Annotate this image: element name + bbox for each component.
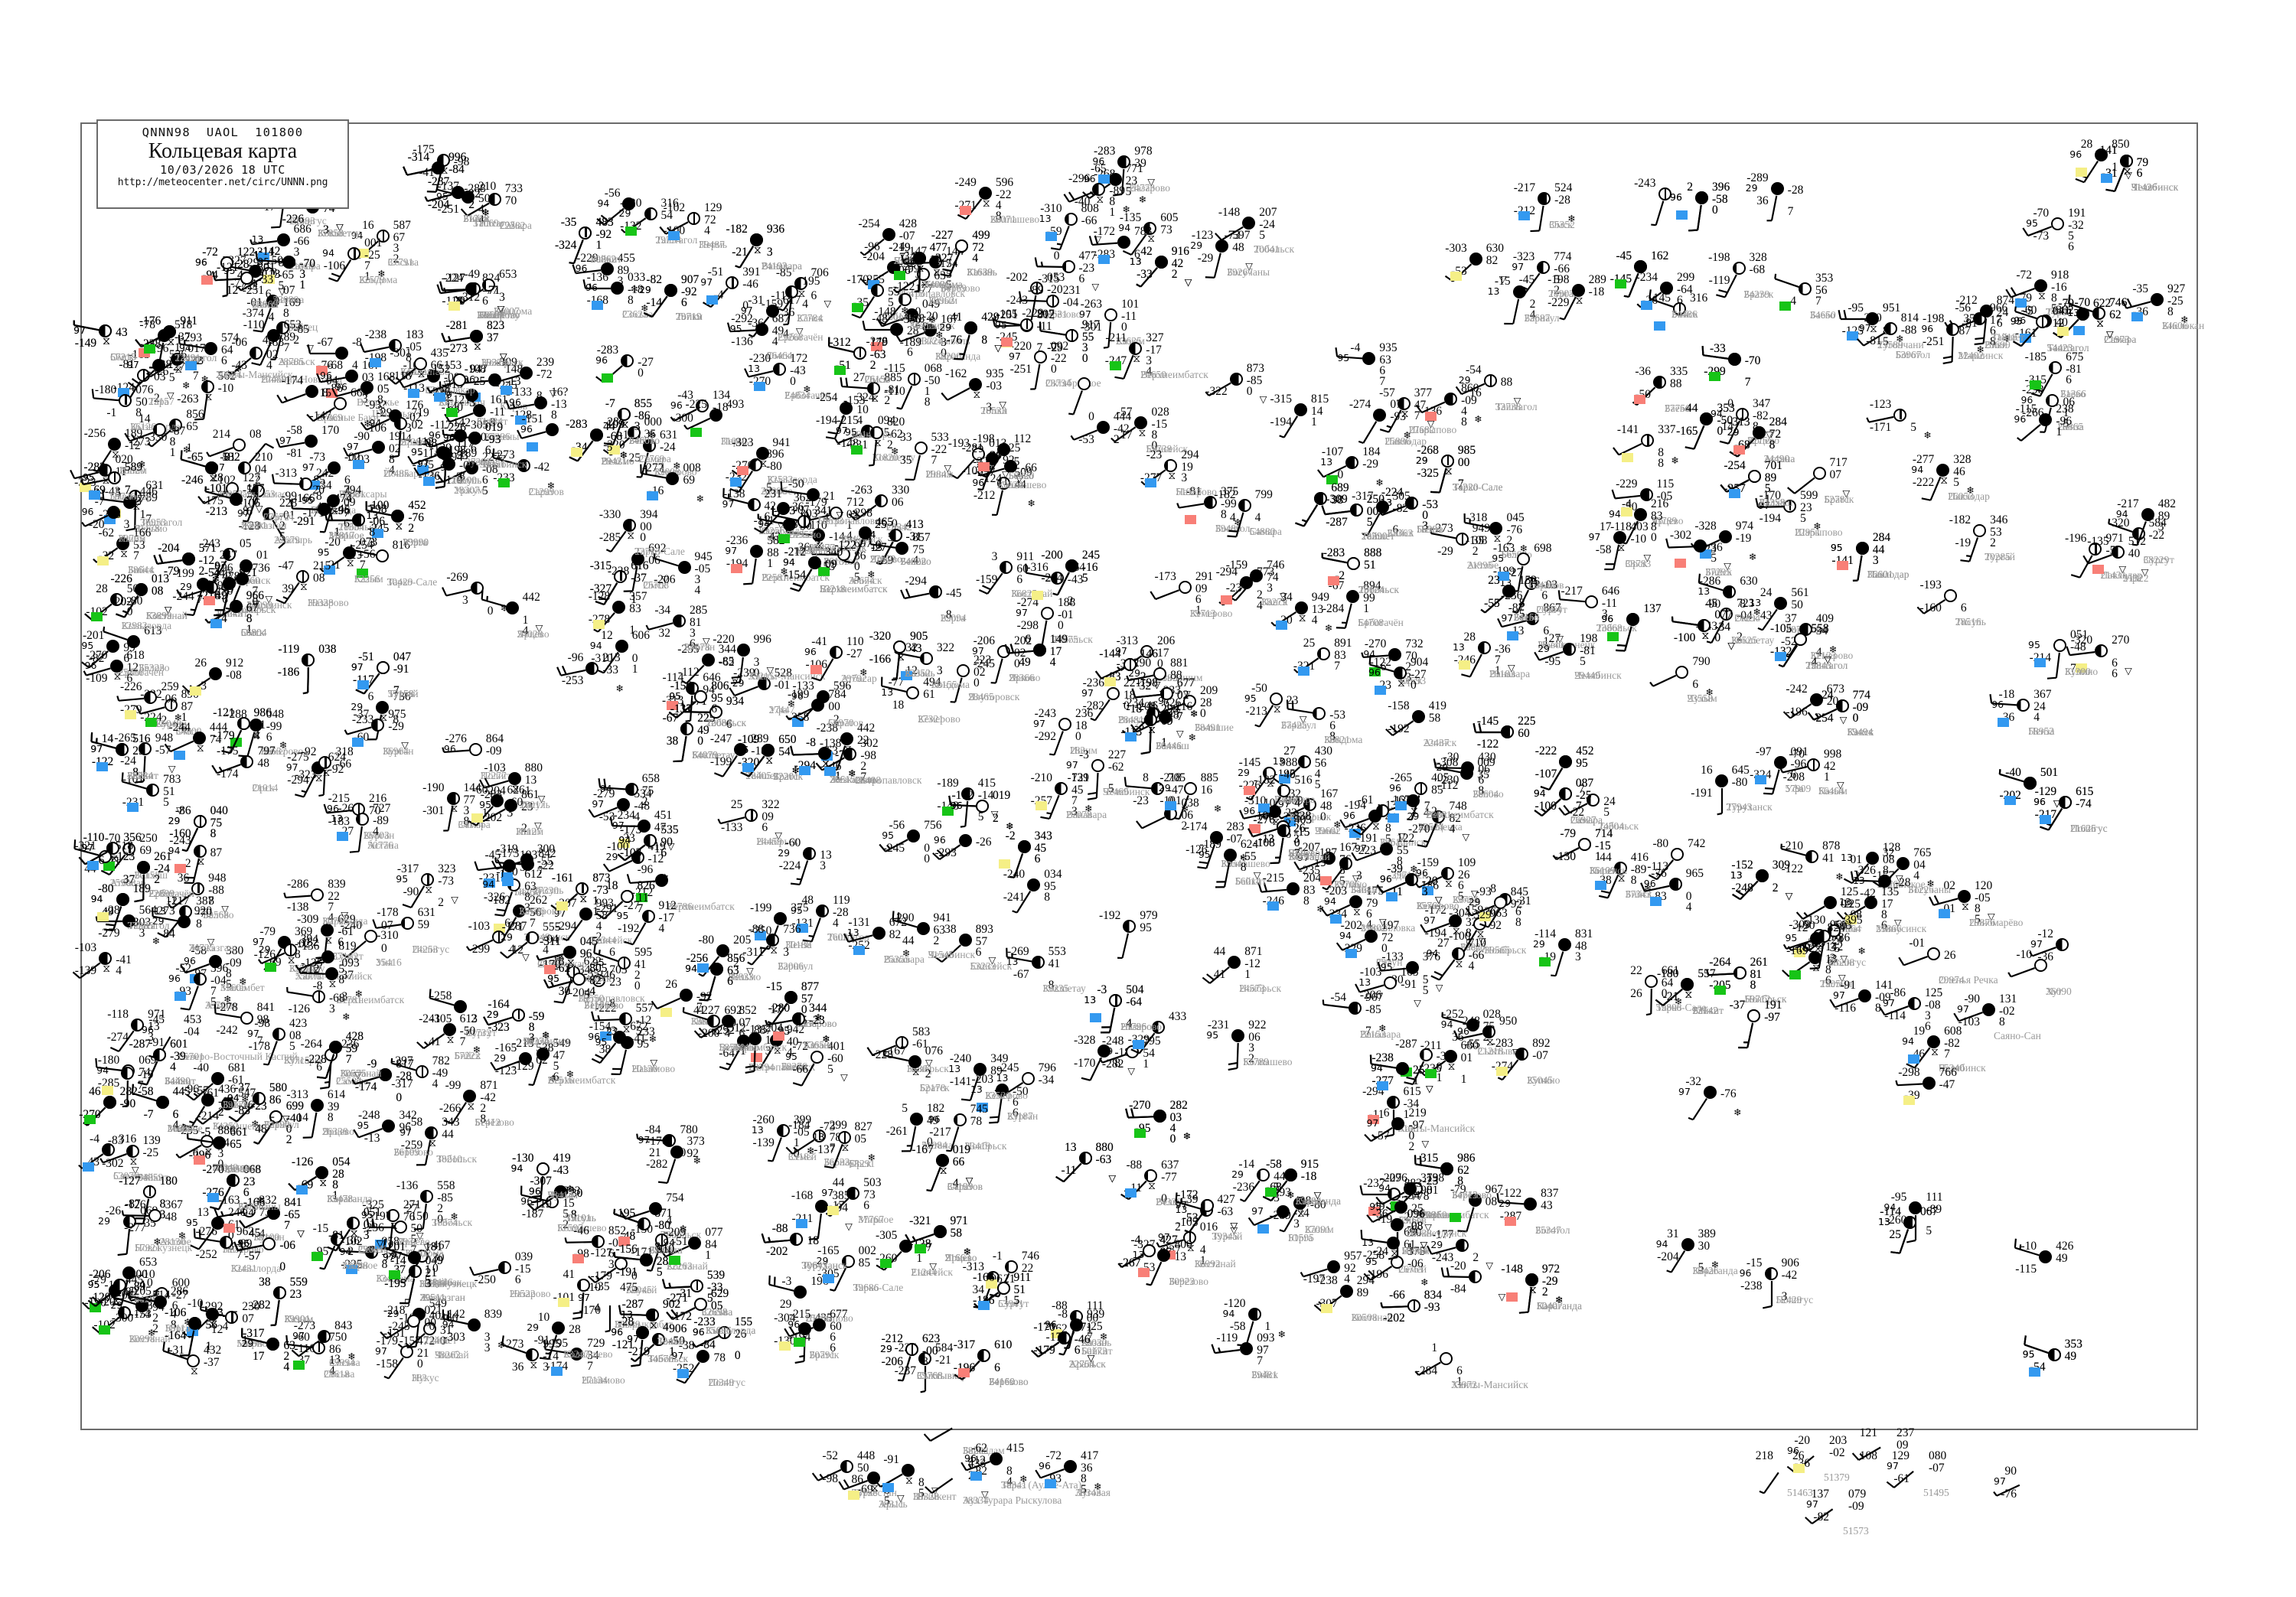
valid-datetime: 10/03/2026 18 UTC — [98, 163, 347, 177]
temperature-value: 90 — [2005, 1465, 2017, 1478]
present-weather-code: 96 — [1039, 1462, 1051, 1472]
dewpoint-value: -238 — [1740, 1280, 1762, 1292]
station-wmo-id: 38343 — [1075, 1487, 1101, 1499]
dewpoint-value: -76 — [2001, 1488, 2017, 1501]
pressure-tendency-value: -47 — [1939, 1079, 1955, 1091]
present-weather-code: 94 — [1656, 1240, 1668, 1250]
wmo-bulletin-header: QNNN98 UAOL 101800 — [98, 125, 347, 139]
pressure-tendency-value: -42 — [1782, 1269, 1798, 1282]
title-cartouche: QNNN98 UAOL 101800 Кольцевая карта 10/03… — [96, 119, 349, 209]
present-weather-code: 96 — [964, 1454, 977, 1464]
precipitation-marker — [1045, 1479, 1056, 1488]
pressure-value: 417 — [1081, 1450, 1098, 1462]
wind-barb — [1746, 1413, 1930, 1597]
pressure-value: 766 — [1939, 1067, 1957, 1079]
precipitation-marker — [1903, 1096, 1915, 1105]
present-weather-code: 97 — [1806, 1500, 1818, 1510]
temperature-value: 31 — [1667, 1228, 1679, 1240]
page-title: Кольцевая карта — [98, 140, 347, 162]
cloud-cover-symbol — [1923, 1077, 1936, 1090]
dewpoint-value: -82 — [1813, 1511, 1829, 1524]
temperature-value: -298 — [1898, 1067, 1919, 1079]
station-wmo-id: 51573 — [1843, 1525, 1869, 1537]
station-wmo-id: 52429 — [1776, 1294, 1802, 1306]
past-weather-symbol: ❄ — [1733, 1108, 1741, 1118]
pressure-value: 079 — [1848, 1488, 1866, 1501]
present-weather-code: 96 — [1740, 1269, 1752, 1279]
present-weather-code: 97 — [1994, 1477, 2006, 1487]
dewpoint-value: -204 — [1657, 1251, 1678, 1263]
cloud-cover-symbol — [1765, 1267, 1778, 1280]
pressure-value: 906 — [1782, 1257, 1799, 1269]
cloud-cover-symbol — [1064, 1460, 1077, 1473]
source-url: http://meteocenter.net/circ/UNNN.png — [98, 177, 347, 188]
pressure-tendency-value: -09 — [1848, 1501, 1864, 1513]
